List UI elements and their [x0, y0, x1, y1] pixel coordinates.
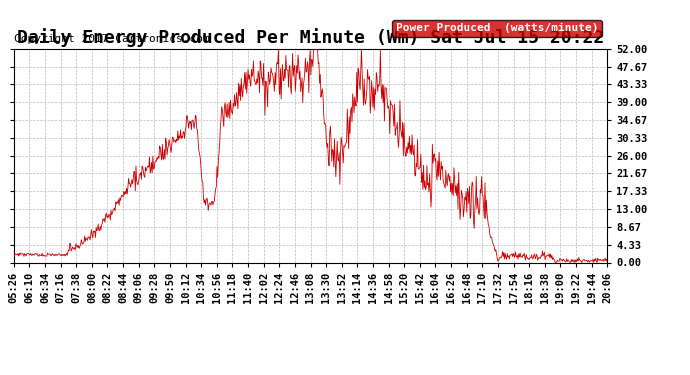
Legend: Power Produced  (watts/minute): Power Produced (watts/minute) — [393, 20, 602, 37]
Title: Daily Energy Produced Per Minute (Wm) Sat Jul 15 20:22: Daily Energy Produced Per Minute (Wm) Sa… — [17, 28, 604, 47]
Text: Copyright 2017 Cartronics.com: Copyright 2017 Cartronics.com — [14, 34, 210, 45]
